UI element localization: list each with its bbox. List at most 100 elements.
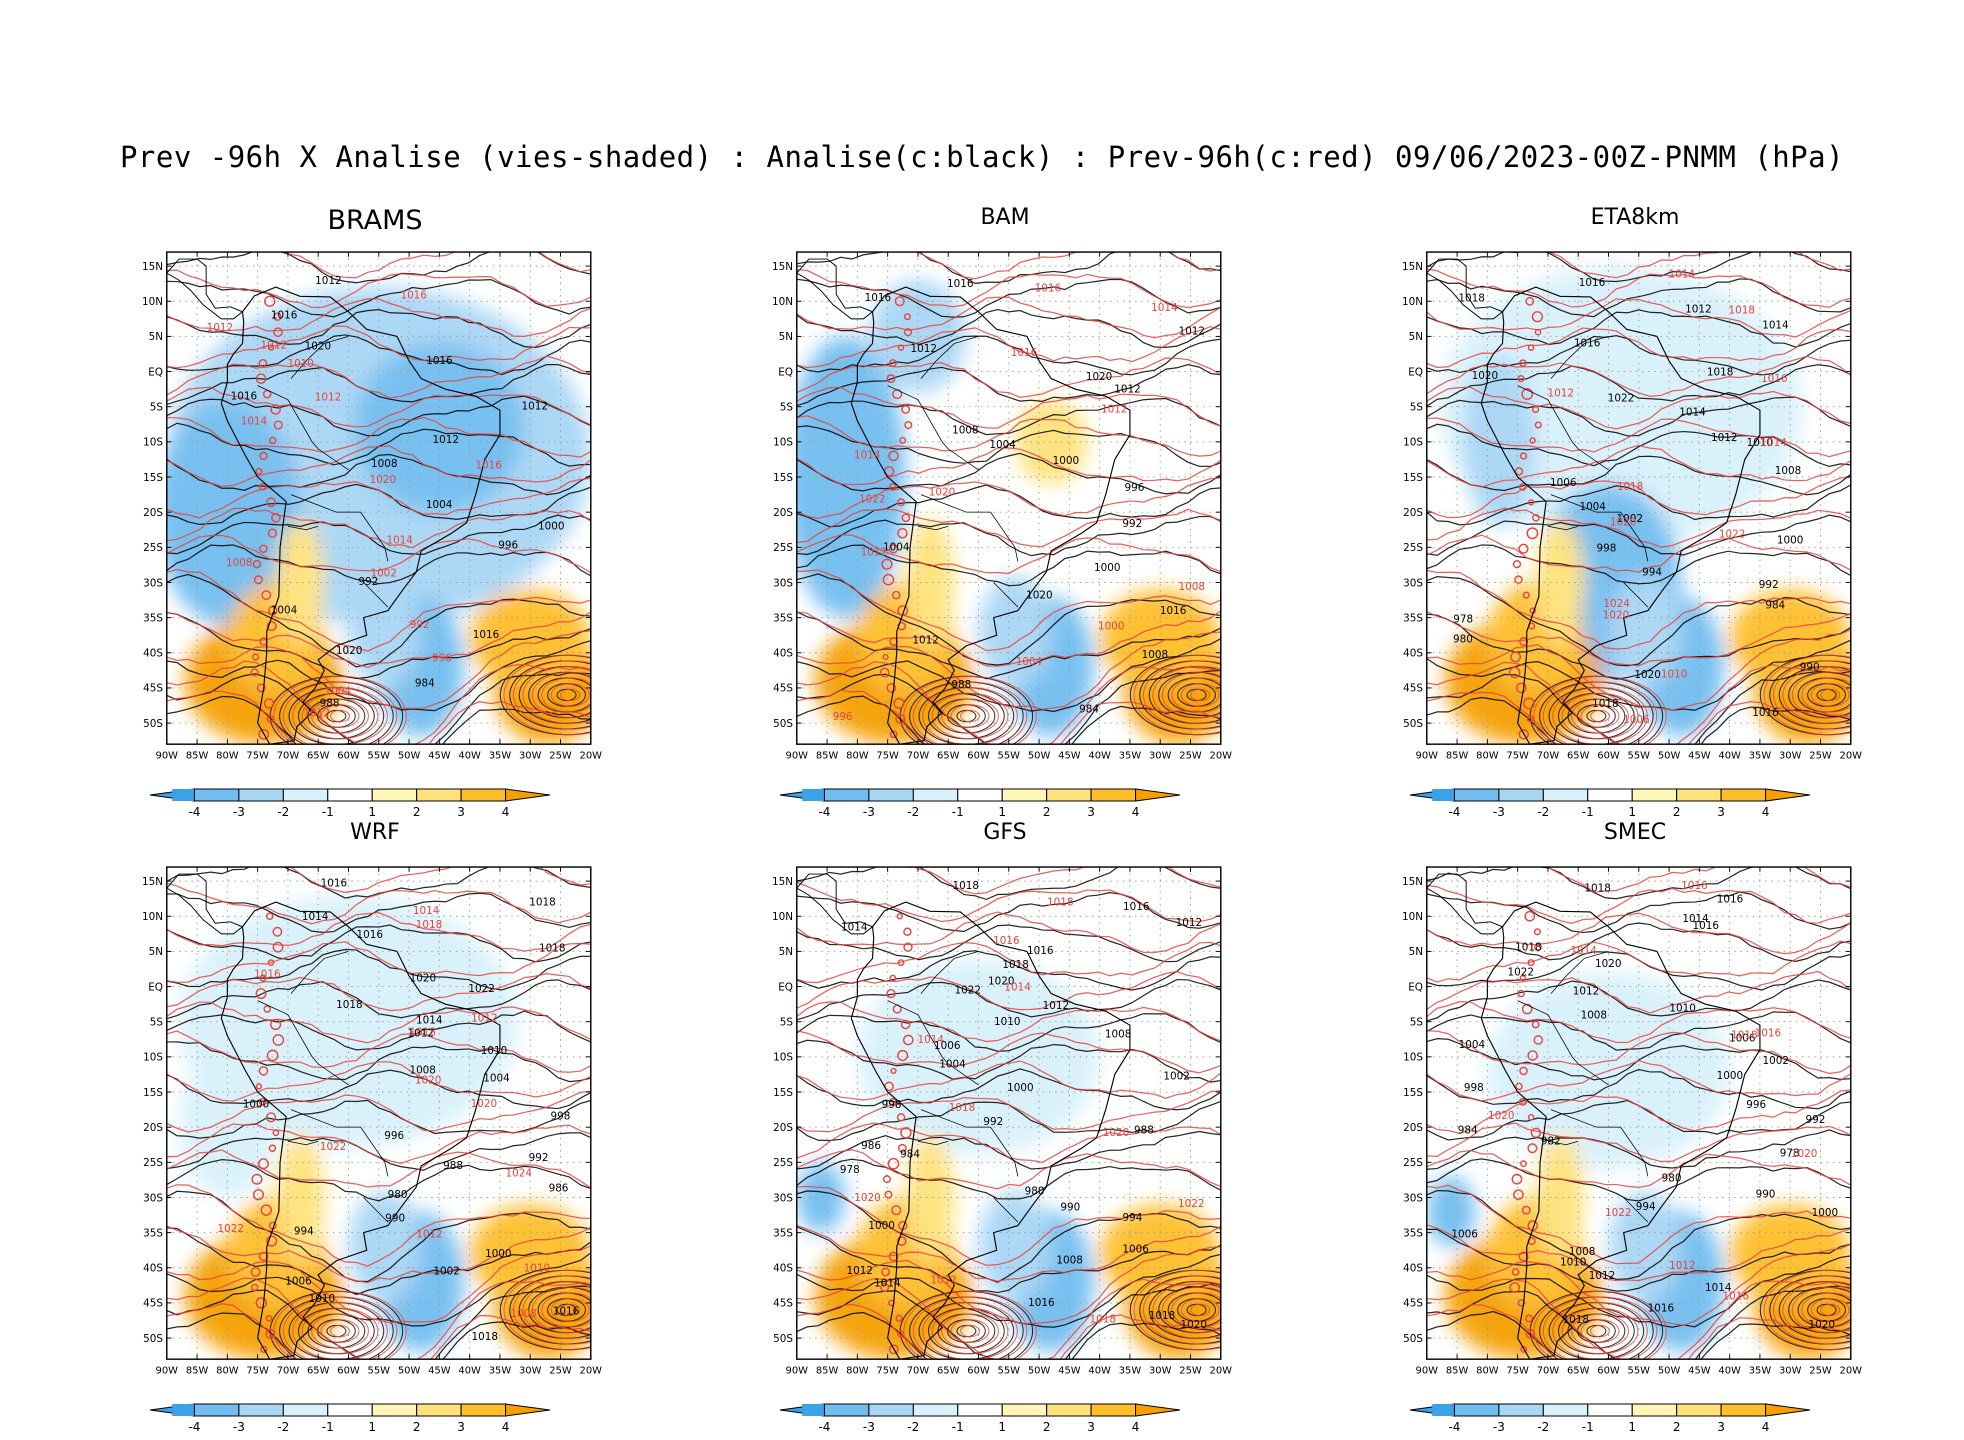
lat-tick-label: 40S	[143, 648, 163, 660]
forecast-contour-label: 1022	[218, 1223, 244, 1235]
forecast-contour-label: 996	[833, 711, 853, 723]
lon-tick-label: 30W	[519, 750, 542, 761]
lat-tick-label: 5S	[150, 401, 164, 413]
colorbar-tick-label: 1	[368, 1420, 376, 1434]
lon-tick-label: 45W	[428, 1365, 451, 1376]
analysis-contour-label: 1016	[1574, 337, 1600, 349]
analysis-contour-label: 1010	[309, 1293, 335, 1305]
analysis-contour-label: 1016	[1123, 901, 1149, 913]
analysis-contour-label: 1020	[1808, 1319, 1834, 1331]
colorbar-tick-label: -2	[1537, 1420, 1549, 1434]
lon-tick-label: 50W	[1658, 1365, 1681, 1376]
lon-tick-label: 40W	[1088, 750, 1111, 761]
analysis-contour-label: 1006	[934, 1040, 960, 1052]
lat-tick-label: 10S	[1403, 1052, 1423, 1064]
lat-tick-label: 30S	[773, 577, 793, 589]
analysis-contour-label: 1012	[1589, 1270, 1615, 1282]
forecast-contour-label: 1016	[400, 290, 426, 302]
forecast-contour-label: 1012	[471, 1013, 497, 1025]
lat-tick-label: 35S	[773, 612, 793, 624]
analysis-contour-label: 988	[1134, 1124, 1154, 1136]
forecast-contour-label: 1014	[918, 1034, 945, 1046]
analysis-contour-label: 1006	[285, 1275, 311, 1287]
analysis-contour-label: 1022	[468, 983, 494, 995]
analysis-contour-label: 996	[498, 540, 518, 552]
analysis-contour-label: 1012	[433, 434, 459, 446]
forecast-contour-label: 1020	[1103, 1127, 1129, 1139]
analysis-contour-label: 1008	[409, 1064, 435, 1076]
lon-tick-label: 55W	[998, 750, 1021, 761]
panel-wrf: WRF 1016 1018 1014 1016 1018 1020 1022 1018 1014 1…	[115, 820, 635, 1440]
analysis-contour-label: 986	[549, 1182, 569, 1194]
panel-title: SMEC	[1603, 820, 1667, 845]
lon-tick-label: 20W	[580, 750, 603, 761]
analysis-contour-label: 1016	[947, 278, 973, 290]
forecast-contour-label: 1012	[207, 322, 233, 334]
lat-tick-label: 45S	[773, 1298, 793, 1310]
analysis-contour-label: 1022	[954, 985, 980, 997]
lon-tick-label: 20W	[1840, 1365, 1863, 1376]
lat-tick-label: 15N	[1402, 261, 1423, 273]
analysis-contour-label: 984	[900, 1149, 920, 1161]
pressure-map: 1016101810141016101810201022101810141012…	[142, 866, 602, 1376]
colorbar-tick-label: 2	[1043, 1420, 1051, 1434]
lon-tick-label: 40W	[1718, 1365, 1741, 1376]
colorbar-tick-label: 4	[1762, 1420, 1770, 1434]
lat-tick-label: 5S	[1410, 401, 1424, 413]
analysis-contour-label: 1008	[1105, 1028, 1131, 1040]
lat-tick-label: 20S	[1403, 507, 1423, 519]
forecast-contour-label: 1014	[1570, 945, 1597, 957]
colorbar-tick-label: -3	[1493, 805, 1505, 819]
forecast-contour-label: 1022	[1719, 528, 1745, 540]
analysis-contour-label: 1018	[472, 1331, 498, 1343]
forecast-contour-label: 1006	[1623, 714, 1649, 726]
analysis-contour-label: 1014	[1705, 1282, 1732, 1294]
colorbar-tick-label: -2	[277, 1420, 289, 1434]
forecast-contour-label: 1020	[1791, 1148, 1817, 1160]
lat-tick-label: 25S	[773, 542, 793, 554]
forecast-contour-label: 1024	[506, 1168, 533, 1180]
panel-eta8km: ETA8km 1016 1018 1012 1014 1016 1018 1020 1022 10…	[1375, 205, 1895, 825]
lat-tick-label: 25S	[1403, 542, 1423, 554]
lon-tick-label: 90W	[1416, 1365, 1439, 1376]
forecast-contour-label: 1016	[254, 968, 280, 980]
panel-title: BRAMS	[327, 205, 423, 236]
lat-tick-label: EQ	[778, 366, 793, 378]
lat-tick-label: EQ	[1408, 981, 1423, 993]
colorbar-tick-label: -1	[322, 805, 334, 819]
forecast-contour-label: 1024	[1603, 598, 1630, 610]
lat-tick-label: 15S	[773, 1087, 793, 1099]
lat-tick-label: 30S	[773, 1192, 793, 1204]
forecast-contour-label: 1022	[320, 1141, 346, 1153]
lon-tick-label: 25W	[1809, 750, 1832, 761]
panel-title: BAM	[980, 205, 1030, 230]
bias-colorbar: -4 -3 -2 -1 1 2 3 4	[779, 1403, 1181, 1434]
colorbar-tick-label: 1	[998, 1420, 1006, 1434]
analysis-contour-label: 1020	[1595, 958, 1621, 970]
colorbar-tick-label: -1	[952, 805, 964, 819]
analysis-contour-label: 1004	[483, 1072, 510, 1084]
analysis-contour-label: 1020	[1086, 371, 1112, 383]
colorbar-tick-label: -3	[233, 805, 245, 819]
analysis-contour-label: 984	[1458, 1124, 1478, 1136]
analysis-contour-label: 1010	[1560, 1257, 1586, 1269]
lat-tick-label: 20S	[773, 1122, 793, 1134]
lat-tick-label: 40S	[143, 1263, 163, 1275]
analysis-contour-label: 992	[1759, 579, 1779, 591]
lon-tick-label: 85W	[186, 1365, 209, 1376]
colorbar-tick-label: -3	[863, 805, 875, 819]
forecast-contour-label: 1014	[241, 415, 268, 427]
lat-tick-label: 5N	[779, 946, 793, 958]
lon-tick-label: 80W	[216, 1365, 239, 1376]
panel-bam: BAM 1016 1016 1012 1012 1020 1012 1008 1004 1000 9…	[745, 205, 1265, 825]
forecast-contour-label: 1008	[226, 557, 252, 569]
analysis-contour-label: 1020	[1181, 1319, 1207, 1331]
colorbar-tick-label: -2	[1537, 805, 1549, 819]
analysis-contour-label: 992	[358, 576, 378, 588]
lon-tick-label: 20W	[1210, 1365, 1233, 1376]
lon-tick-label: 85W	[1446, 1365, 1469, 1376]
analysis-contour-label: 1000	[1053, 455, 1079, 467]
analysis-contour-label: 1014	[302, 911, 329, 923]
forecast-contour-label: 1002	[370, 567, 396, 579]
lon-tick-label: 55W	[1628, 1365, 1651, 1376]
